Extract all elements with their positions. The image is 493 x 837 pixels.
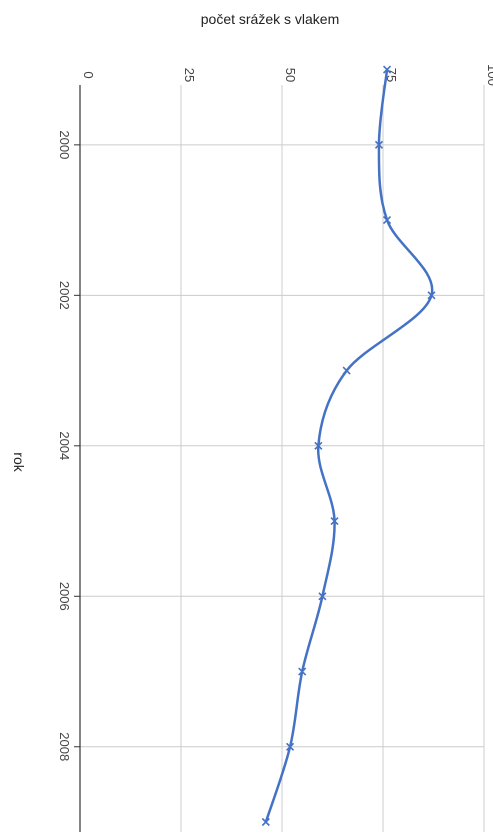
- data-point-marker: [382, 216, 392, 225]
- value-tick-label: 25: [182, 68, 197, 82]
- chart-title: počet srážek s vlakem: [201, 11, 340, 27]
- data-point-marker: [314, 441, 323, 450]
- data-point-marker: [286, 742, 295, 751]
- value-tick-label: 50: [283, 68, 298, 82]
- data-point-marker: [261, 817, 270, 827]
- category-tick-label: 2000: [57, 130, 72, 159]
- data-point-marker: [374, 140, 384, 149]
- category-tick-label: 2002: [57, 281, 72, 310]
- data-point-marker: [330, 516, 339, 526]
- data-point-marker: [318, 592, 327, 601]
- data-point-marker: [298, 667, 307, 676]
- value-tick-label: 0: [81, 71, 96, 78]
- data-point-marker: [382, 65, 392, 74]
- x-axis-label: rok: [11, 452, 27, 472]
- category-tick-label: 2008: [57, 732, 72, 761]
- category-tick-label: 2006: [57, 582, 72, 611]
- series-line: [264, 68, 434, 824]
- data-point-marker: [427, 291, 436, 300]
- data-point-marker: [342, 366, 351, 375]
- value-tick-label: 100: [485, 64, 493, 86]
- category-tick-label: 2004: [57, 431, 72, 460]
